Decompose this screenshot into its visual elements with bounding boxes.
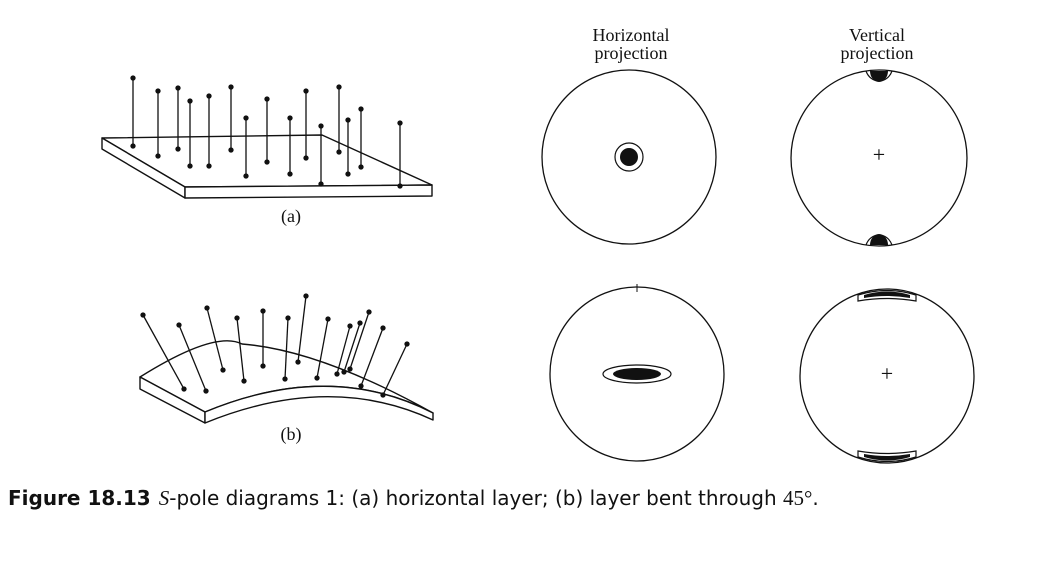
- pole: [295, 293, 309, 365]
- pole: [175, 85, 181, 152]
- caption-end: .: [812, 486, 819, 510]
- pole-concentration-contour: [602, 364, 672, 384]
- horizontal-projection-a: [541, 69, 717, 245]
- pole-concentration-core: [613, 368, 661, 380]
- pole: [176, 322, 209, 394]
- pole-concentration-core: [864, 454, 910, 461]
- pole: [334, 323, 353, 377]
- horizontal-projection-label-line2: projection: [594, 43, 668, 63]
- pole: [130, 75, 136, 149]
- horizontal-projection-b: [549, 284, 725, 462]
- pole-concentration-contour: [614, 142, 644, 172]
- pole: [358, 106, 364, 170]
- pole-concentration-core: [864, 291, 910, 298]
- pole: [341, 320, 363, 375]
- pole: [318, 123, 324, 187]
- center-cross-a: +: [872, 142, 886, 167]
- center-cross-b: +: [880, 361, 894, 386]
- vertical-projection-a: [790, 69, 968, 247]
- horizontal-projection-label-line1: Horizontal: [592, 25, 670, 45]
- vertical-projection-b: [799, 288, 975, 464]
- horizontal-layer-poles: [130, 75, 403, 189]
- pole: [397, 120, 403, 189]
- pole: [206, 93, 212, 169]
- pole: [228, 84, 234, 153]
- panel-label-a: (a): [281, 206, 301, 226]
- projection-circle: [799, 288, 975, 464]
- pole: [282, 315, 291, 382]
- pole: [140, 312, 187, 392]
- pole: [336, 84, 342, 155]
- pole-concentration-core: [870, 234, 888, 245]
- figure-number: Figure 18.13: [8, 486, 151, 510]
- projection-circle: [541, 69, 717, 245]
- vertical-projection-label-line1: Vertical: [849, 25, 905, 45]
- pole: [260, 308, 266, 369]
- pole: [314, 316, 331, 381]
- horizontal-layer-right-face: [184, 184, 433, 199]
- pole-concentration-core: [870, 71, 888, 82]
- caption-angle: 45°: [782, 486, 813, 510]
- pole: [380, 341, 410, 398]
- caption-text: -pole diagrams 1: (a) horizontal layer; …: [169, 486, 783, 510]
- caption-s-letter: S: [158, 486, 170, 510]
- pole: [155, 88, 161, 159]
- pole: [347, 309, 372, 372]
- pole: [204, 305, 226, 373]
- figure-caption: Figure 18.13 S-pole diagrams 1: (a) horiz…: [8, 486, 819, 511]
- bent-layer-right-face: [204, 385, 434, 424]
- pole: [187, 98, 193, 169]
- vertical-projection-label-line2: projection: [840, 43, 914, 63]
- pole-concentration-contour: [857, 450, 917, 463]
- horizontal-projection-label: Horizontal projection: [531, 26, 731, 62]
- pole: [345, 117, 351, 177]
- pole: [358, 325, 386, 389]
- pole: [287, 115, 293, 177]
- pole: [243, 115, 249, 179]
- pole: [234, 315, 247, 384]
- pole: [303, 88, 309, 161]
- bent-layer-poles: [140, 293, 410, 398]
- pole-concentration-core: [620, 148, 638, 166]
- pole-concentration-contour: [857, 289, 917, 302]
- vertical-projection-label: Vertical projection: [777, 26, 977, 62]
- projection-circle: [790, 69, 968, 247]
- pole: [264, 96, 270, 165]
- panel-label-b: (b): [280, 424, 302, 444]
